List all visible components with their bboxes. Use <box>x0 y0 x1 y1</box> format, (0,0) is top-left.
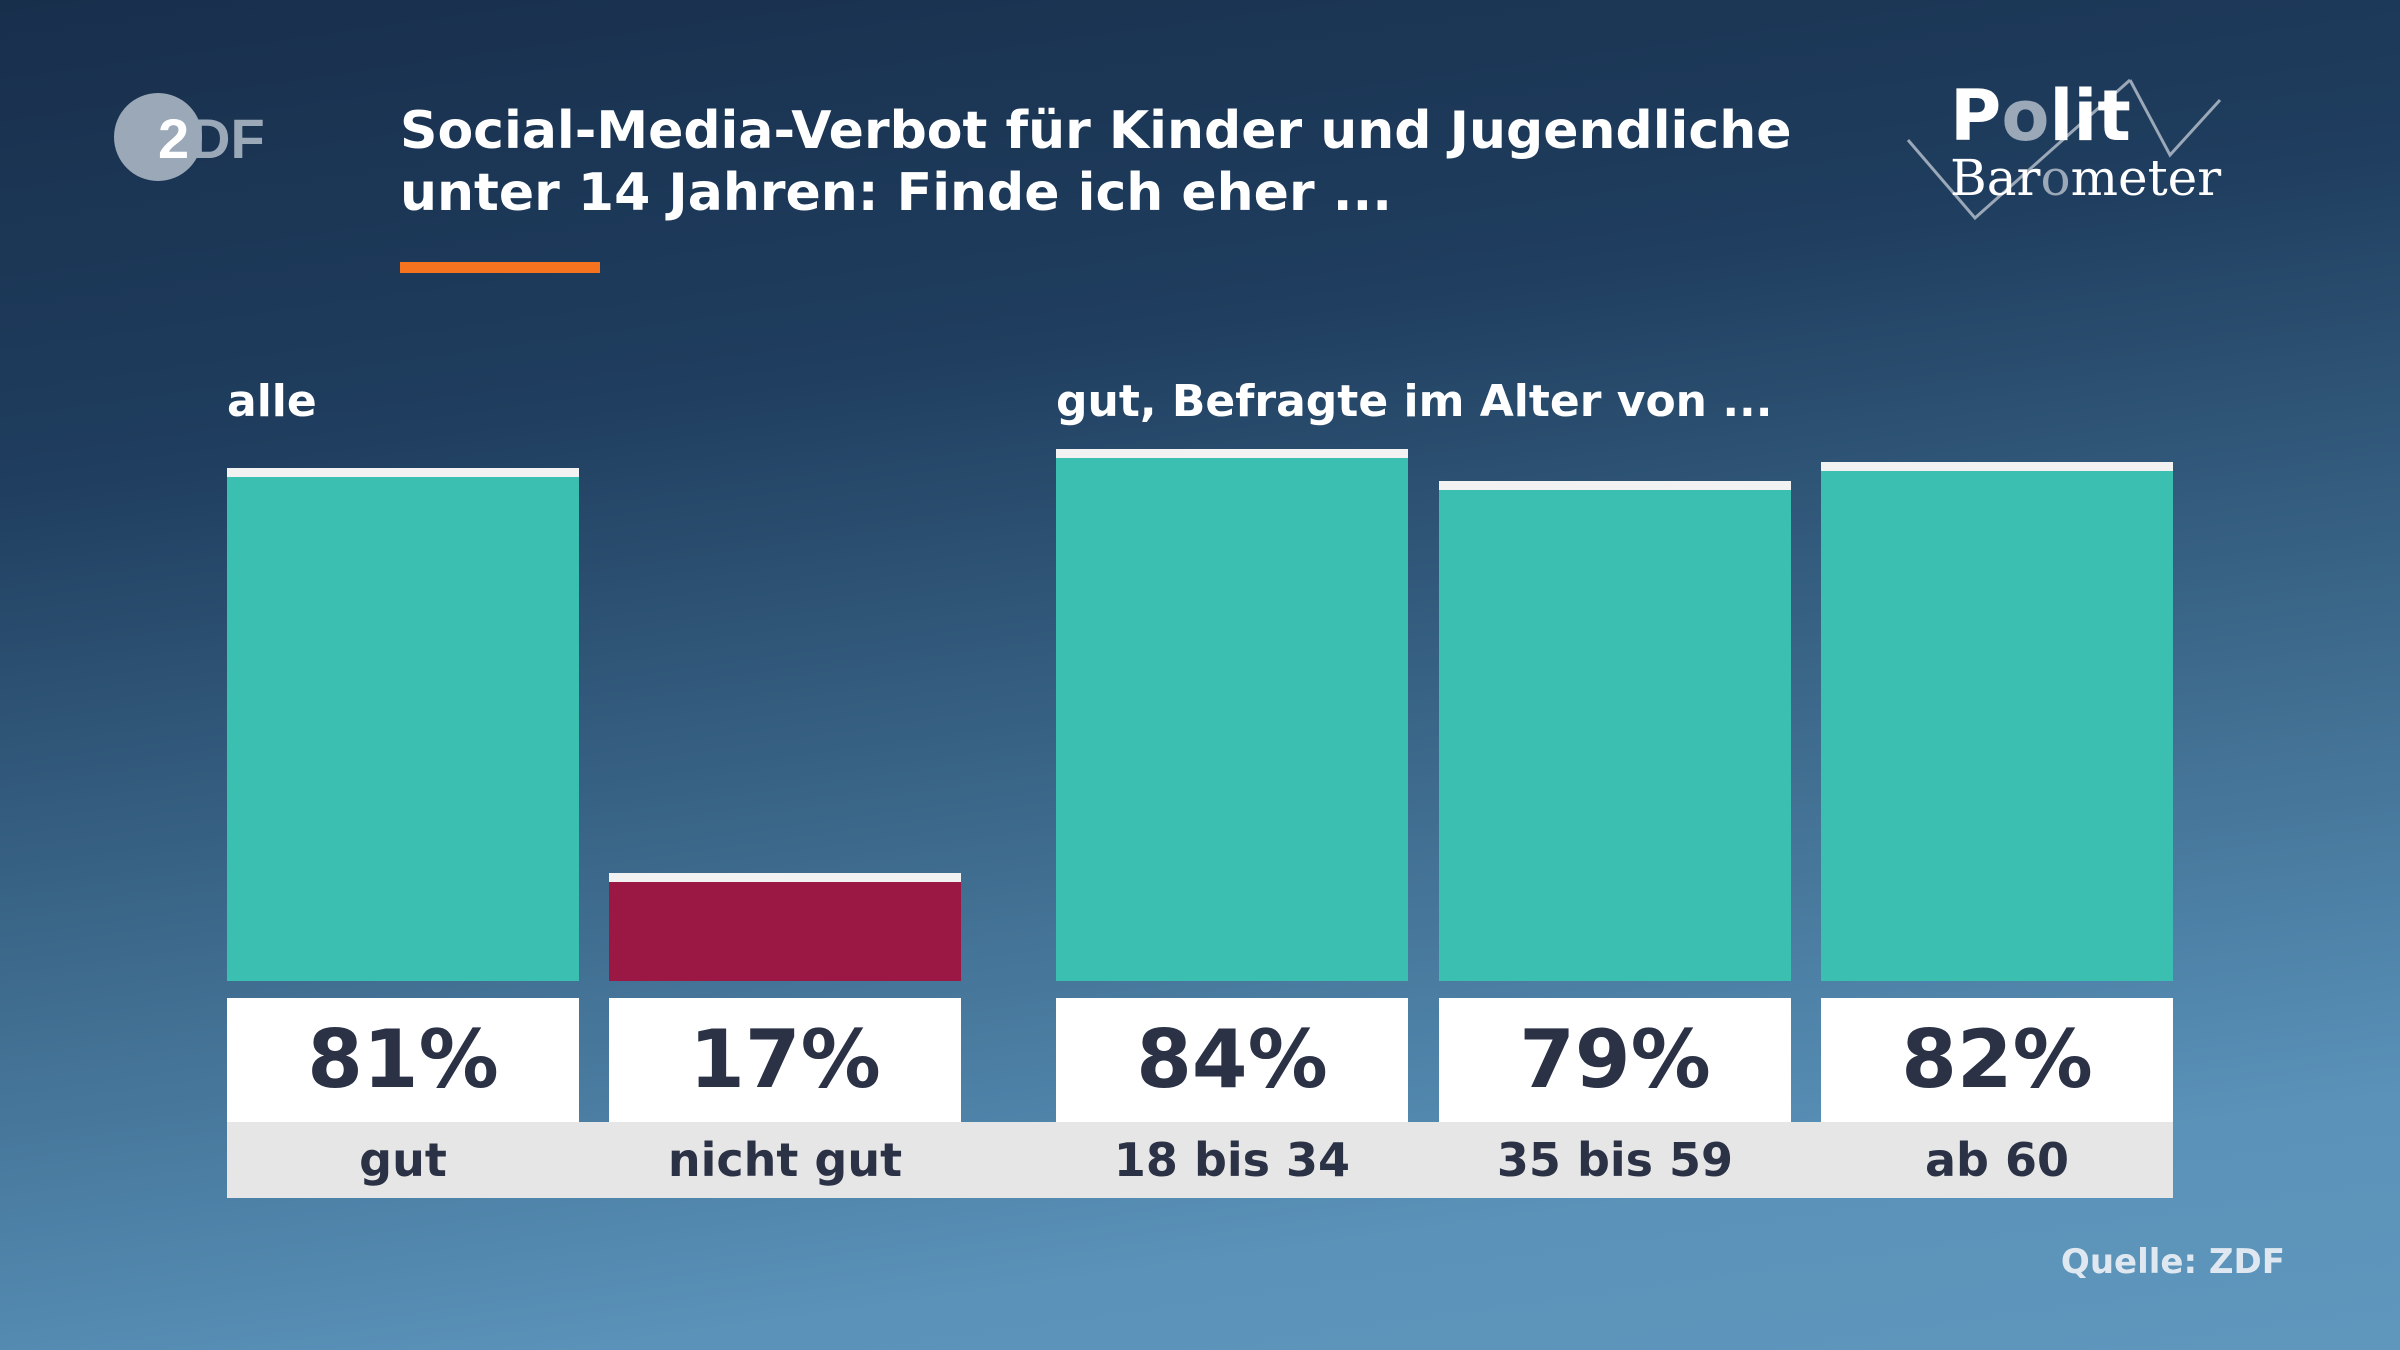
politbarometer-logo: Polit Barometer <box>1906 75 2221 221</box>
category-label-1: nicht gut <box>667 1133 903 1187</box>
category-label-4: ab 60 <box>1925 1133 2069 1187</box>
svg-text:Barometer: Barometer <box>1950 149 2221 207</box>
group-label-alle: alle <box>227 376 317 427</box>
group-label-age: gut, Befragte im Alter von ... <box>1056 376 1773 427</box>
bar-cap <box>609 873 961 883</box>
bar-2 <box>1056 449 1408 981</box>
title-line-1: Social-Media-Verbot für Kinder und Jugen… <box>400 101 1792 161</box>
category-label-3: 35 bis 59 <box>1496 1133 1734 1187</box>
svg-text:DF: DF <box>190 107 265 170</box>
bar-0 <box>227 468 579 981</box>
bar-cap <box>227 468 579 478</box>
title-accent-bar <box>400 262 600 273</box>
bar-cap <box>1056 449 1408 459</box>
zdf-logo: 2 DF <box>114 93 265 181</box>
svg-text:2: 2 <box>158 107 189 170</box>
category-label-2: 18 bis 34 <box>1113 1133 1351 1187</box>
value-label-3: 79% <box>1439 998 1791 1122</box>
bar-1 <box>609 873 961 981</box>
source-note: Quelle: ZDF <box>2060 1242 2285 1282</box>
chart-title: Social-Media-Verbot für Kinder und Jugen… <box>400 100 1791 224</box>
svg-text:Polit: Polit <box>1950 75 2131 157</box>
title-line-2: unter 14 Jahren: Finde ich eher ... <box>400 163 1392 223</box>
value-label-0: 81% <box>227 998 579 1122</box>
category-label-band <box>227 1122 2173 1198</box>
bar-cap <box>1821 461 2173 471</box>
bar-4 <box>1821 461 2173 981</box>
value-label-1: 17% <box>609 998 961 1122</box>
value-label-2: 84% <box>1056 998 1408 1122</box>
category-label-0: gut <box>359 1133 447 1187</box>
bar-3 <box>1439 480 1791 981</box>
value-label-4: 82% <box>1821 998 2173 1122</box>
bar-cap <box>1439 480 1791 490</box>
